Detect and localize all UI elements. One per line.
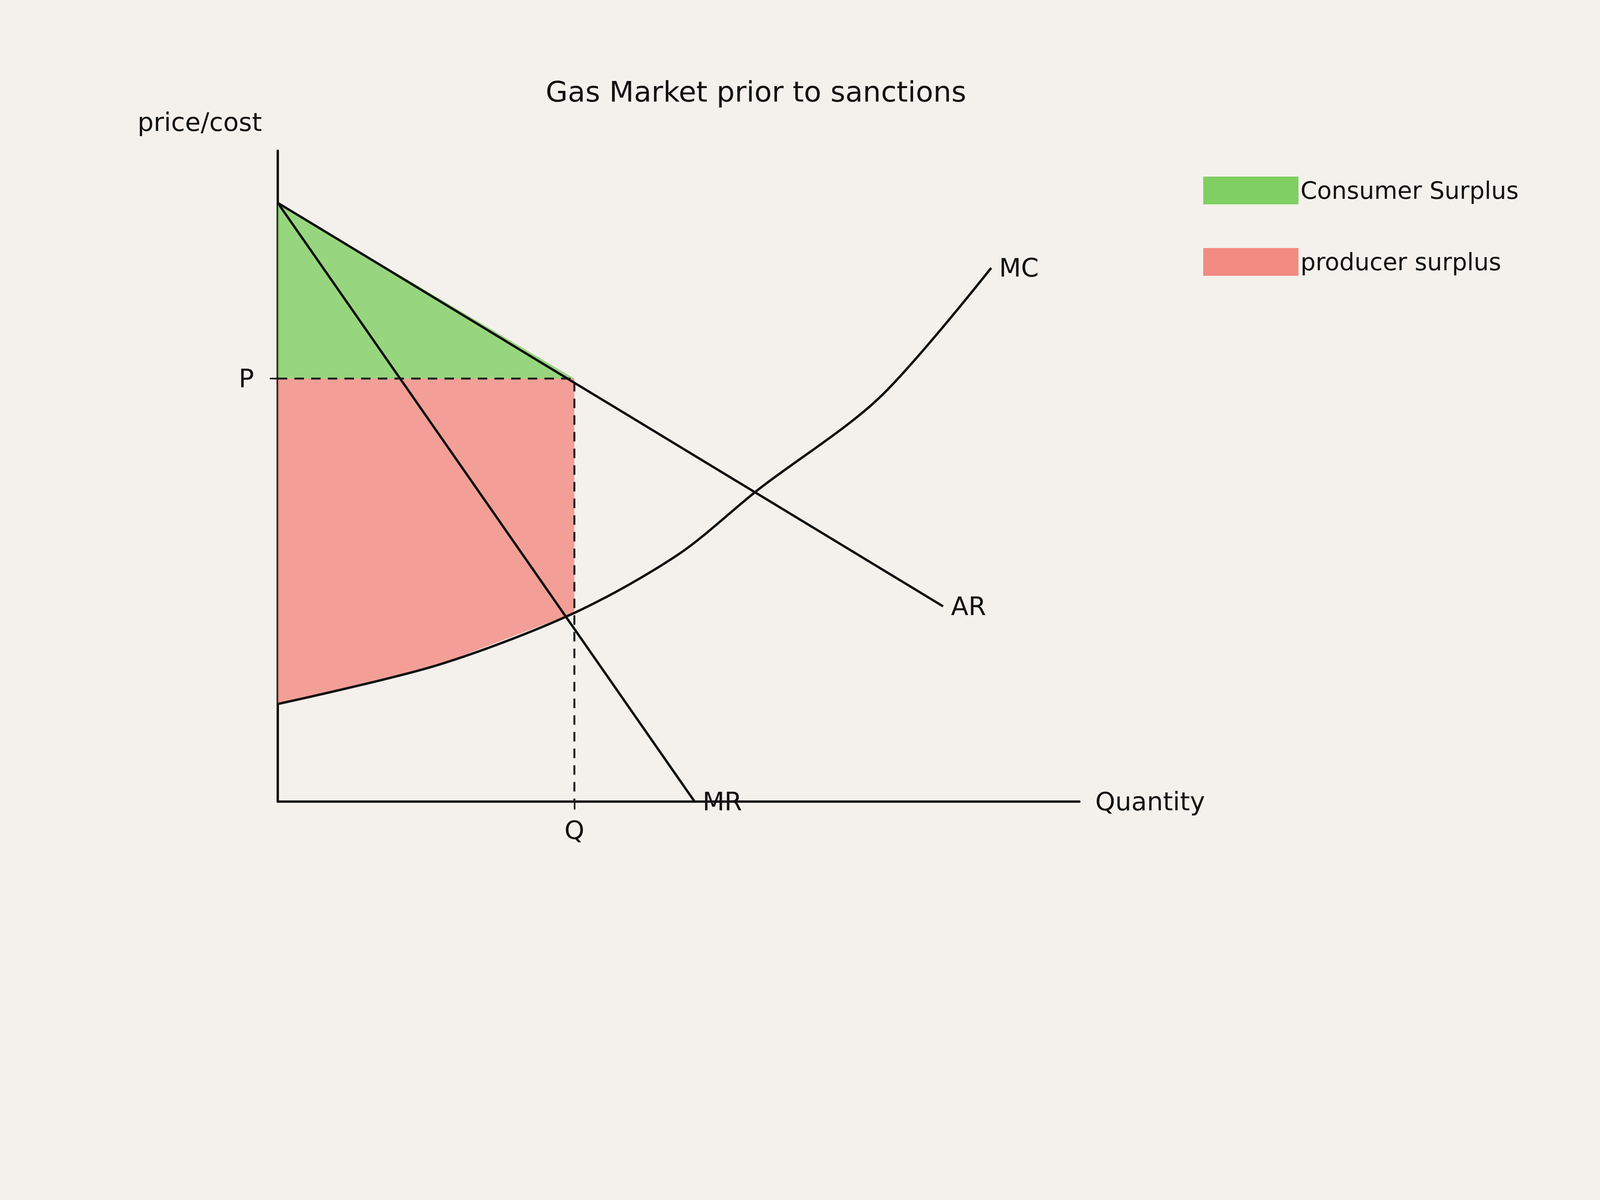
svg-text:Q: Q (564, 815, 585, 845)
svg-text:MR: MR (702, 786, 743, 817)
svg-text:MC: MC (999, 253, 1039, 283)
svg-text:AR: AR (951, 591, 987, 622)
svg-text:Gas Market prior to sanctions: Gas Market prior to sanctions (545, 75, 967, 109)
svg-text:producer surplus: producer surplus (1300, 248, 1502, 276)
svg-text:Consumer Surplus: Consumer Surplus (1300, 176, 1519, 205)
svg-text:price/cost: price/cost (137, 107, 262, 137)
svg-text:Quantity: Quantity (1095, 786, 1206, 817)
svg-text:P: P (238, 363, 254, 394)
